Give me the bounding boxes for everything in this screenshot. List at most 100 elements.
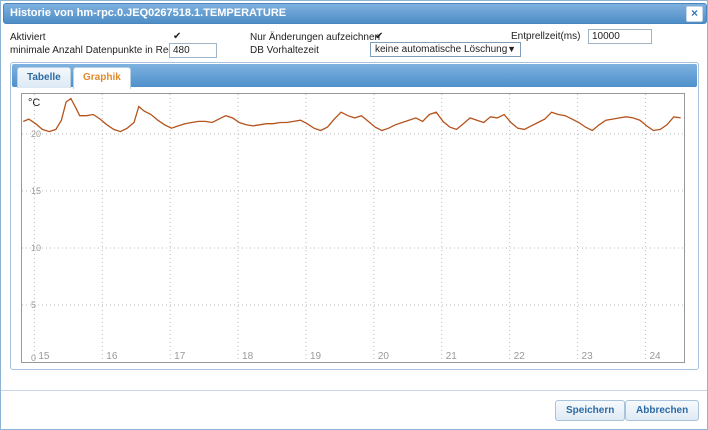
- data-point: [211, 122, 213, 123]
- data-point: [334, 118, 335, 120]
- data-point: [313, 127, 315, 129]
- data-point: [259, 124, 260, 126]
- data-point: [177, 125, 179, 127]
- data-point: [79, 115, 80, 116]
- nur-aenderungen-checkbox[interactable]: ✔: [375, 31, 384, 42]
- data-point: [388, 127, 389, 129]
- dialog-titlebar[interactable]: Historie von hm-rpc.0.JEQ0267518.1.TEMPE…: [3, 3, 707, 24]
- data-point: [55, 129, 57, 130]
- data-point: [354, 117, 356, 119]
- data-point: [408, 119, 410, 121]
- data-point: [361, 115, 362, 116]
- data-point: [401, 122, 403, 123]
- x-tick-label: 15: [38, 351, 50, 362]
- cancel-button[interactable]: Abbrechen: [625, 400, 700, 421]
- data-point: [86, 115, 87, 116]
- temperature-series-line: [23, 97, 681, 133]
- data-point: [23, 121, 24, 122]
- y-tick-label: 10: [31, 243, 41, 253]
- tab-bar: Tabelle Graphik: [12, 64, 697, 89]
- data-point: [70, 98, 72, 99]
- x-tick-label: 22: [514, 351, 526, 362]
- y-tick-label: 5: [31, 300, 36, 310]
- data-point: [449, 126, 451, 128]
- data-point: [327, 126, 328, 128]
- data-point: [381, 130, 383, 131]
- x-tick-label: 21: [446, 351, 458, 362]
- data-point: [429, 114, 430, 115]
- data-point: [113, 129, 114, 130]
- data-point: [205, 121, 206, 122]
- data-point: [619, 117, 620, 119]
- data-point: [659, 129, 661, 130]
- data-point: [239, 122, 240, 123]
- data-point: [266, 123, 267, 124]
- data-point: [626, 116, 627, 118]
- data-point: [198, 121, 199, 122]
- data-point: [184, 123, 186, 124]
- data-point: [544, 118, 546, 120]
- data-point: [530, 125, 532, 127]
- data-point: [571, 118, 573, 120]
- data-point: [490, 116, 491, 118]
- data-point: [218, 118, 220, 120]
- aktiviert-checkbox[interactable]: ✔: [173, 31, 182, 42]
- x-tick-label: 18: [242, 351, 254, 362]
- data-point: [252, 125, 254, 127]
- data-point: [293, 121, 294, 122]
- tab-graphik[interactable]: Graphik: [73, 67, 131, 89]
- data-point: [605, 119, 607, 121]
- x-tick-label: 23: [582, 351, 594, 362]
- data-point: [225, 115, 226, 116]
- data-point: [598, 124, 600, 126]
- data-point: [300, 119, 301, 121]
- data-point: [126, 127, 128, 129]
- data-point: [585, 126, 586, 128]
- y-tick-label: 15: [31, 186, 41, 196]
- entprellzeit-input[interactable]: 10000: [588, 29, 652, 44]
- x-tick-label: 19: [310, 351, 322, 362]
- data-point: [497, 117, 498, 119]
- temperature-chart: 0 5 10 15 20 15 16 17 18 19 20 21 22 23 24 °C: [21, 93, 685, 363]
- plot-area: [21, 93, 685, 363]
- data-point: [279, 122, 281, 123]
- close-icon[interactable]: ×: [686, 6, 703, 22]
- data-point: [592, 130, 593, 131]
- data-point: [666, 124, 668, 126]
- data-point: [646, 125, 647, 127]
- data-point: [435, 111, 437, 113]
- db-vorhaltezeit-select[interactable]: keine automatische Löschung ▼: [370, 42, 521, 57]
- save-button[interactable]: Speichern: [555, 400, 626, 421]
- db-vorhaltezeit-value: keine automatische Löschung: [375, 44, 508, 55]
- tab-tabelle[interactable]: Tabelle: [17, 67, 71, 88]
- min-datapoints-input[interactable]: 480: [169, 43, 217, 58]
- data-point: [28, 118, 30, 120]
- y-axis-unit: °C: [28, 97, 40, 109]
- dialog-title: Historie von hm-rpc.0.JEQ0267518.1.TEMPE…: [10, 7, 287, 19]
- data-point: [463, 123, 464, 124]
- min-datapoints-label: minimale Anzahl Datenpunkte in Redis: [10, 45, 182, 56]
- data-point: [150, 114, 152, 115]
- x-tick-label: 16: [106, 351, 118, 362]
- data-point: [680, 117, 681, 119]
- data-point: [164, 124, 165, 126]
- x-tick-label: 20: [378, 351, 390, 362]
- data-point: [551, 111, 552, 113]
- data-point: [171, 127, 172, 129]
- data-point: [368, 121, 369, 122]
- data-point: [422, 121, 423, 122]
- data-point: [639, 119, 641, 121]
- data-point: [133, 122, 135, 123]
- data-point: [673, 116, 675, 118]
- data-point: [524, 129, 525, 130]
- x-tick-label: 17: [174, 351, 186, 362]
- data-point: [245, 124, 247, 126]
- data-point: [143, 110, 145, 112]
- data-point: [503, 114, 505, 115]
- x-tick-label: 24: [649, 351, 661, 362]
- data-point: [632, 117, 634, 119]
- y-tick-label: 0: [31, 353, 36, 363]
- data-point: [138, 106, 140, 107]
- data-point: [442, 121, 444, 122]
